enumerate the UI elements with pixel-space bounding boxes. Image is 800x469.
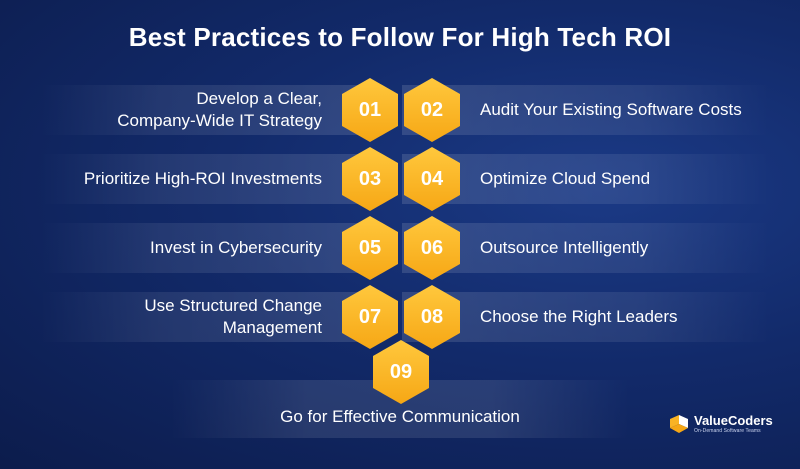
number-hexagon-04: 04	[404, 147, 460, 211]
number-hexagon-03: 03	[342, 147, 398, 211]
number-hexagon-01: 01	[342, 78, 398, 142]
practice-label-07: Use Structured Change Management	[144, 296, 322, 337]
practice-label-03: Prioritize High-ROI Investments	[83, 169, 322, 188]
practice-label-01: Develop a Clear, Company-Wide IT Strateg…	[117, 89, 322, 130]
practice-label-06: Outsource Intelligently	[480, 238, 649, 257]
row-band-left-4	[40, 292, 380, 342]
row-band-right-1	[402, 85, 770, 135]
practice-label-08: Choose the Right Leaders	[480, 307, 678, 326]
logo-name: ValueCoders	[694, 412, 773, 428]
row-band-left-1	[40, 85, 380, 135]
row-band-right-2	[402, 154, 770, 204]
row-band-left-3	[40, 223, 380, 273]
row-band-right-3	[402, 223, 770, 273]
valuecoders-logo: ValueCoders On-Demand Software Teams	[668, 413, 773, 435]
page-title: Best Practices to Follow For High Tech R…	[128, 22, 672, 52]
practice-label-02: Audit Your Existing Software Costs	[480, 100, 742, 119]
row-band-right-4	[402, 292, 770, 342]
practice-label-05: Invest in Cybersecurity	[150, 238, 322, 257]
practice-label-09: Go for Effective Communication	[280, 407, 520, 426]
number-hexagon-02: 02	[404, 78, 460, 142]
practice-label-04: Optimize Cloud Spend	[480, 169, 651, 188]
logo-tagline: On-Demand Software Teams	[694, 427, 761, 434]
valuecoders-logo-icon	[670, 415, 688, 433]
row-band-left-2	[40, 154, 380, 204]
